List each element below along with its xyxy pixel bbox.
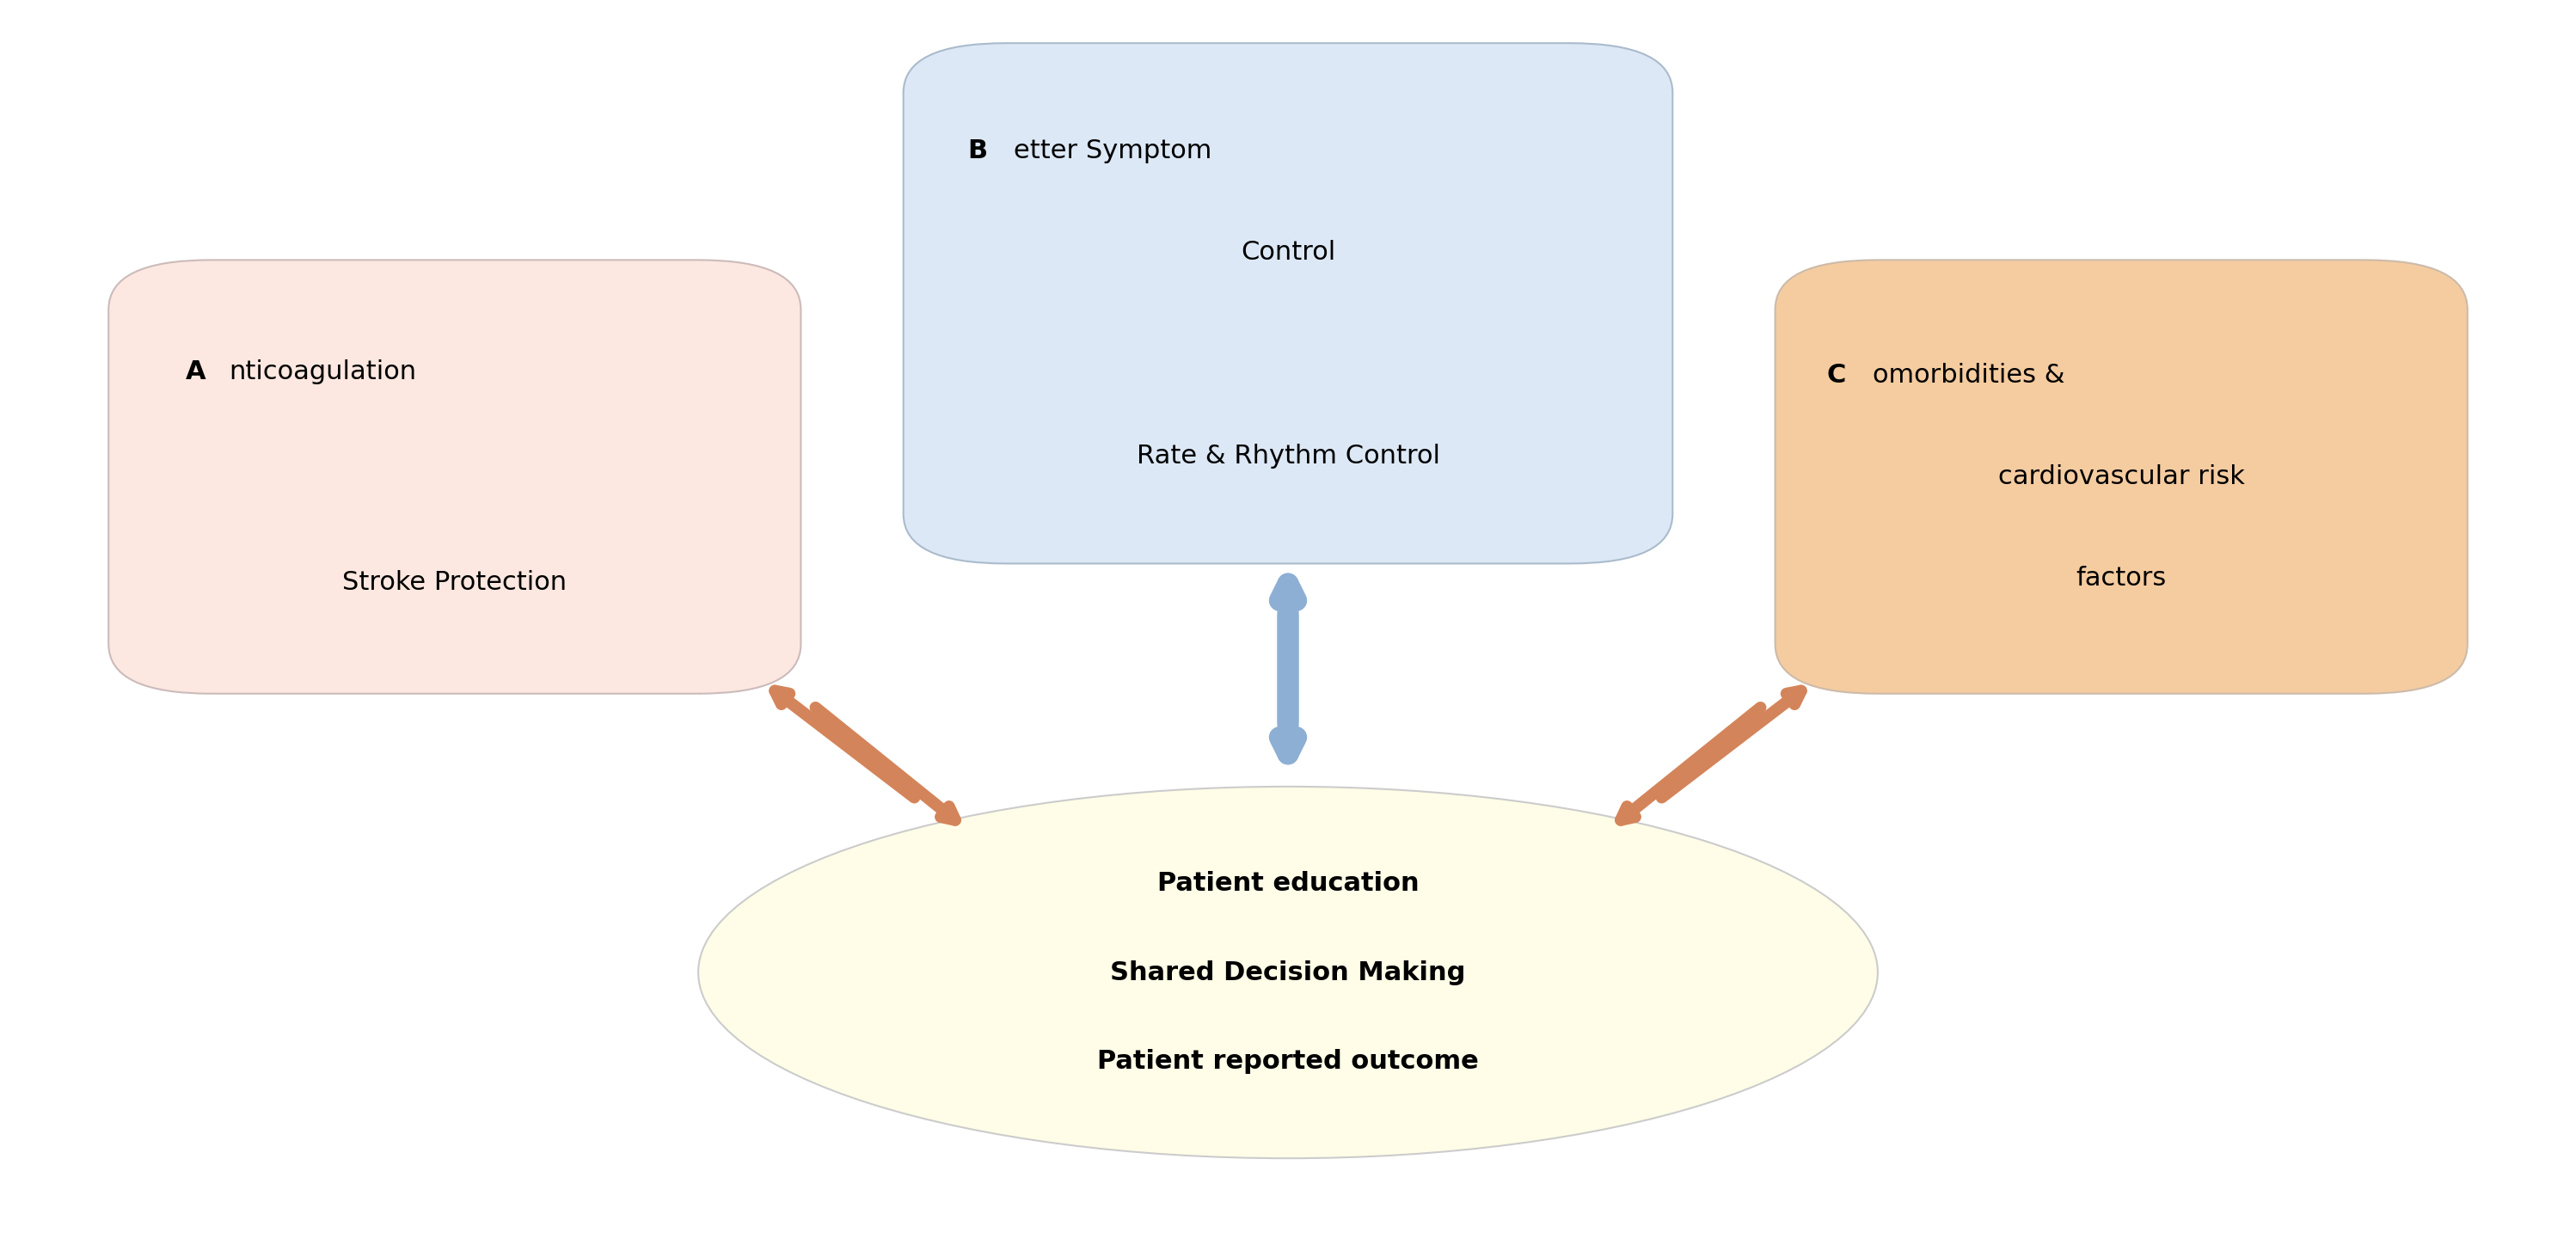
Text: Patient reported outcome: Patient reported outcome (1097, 1050, 1479, 1075)
FancyBboxPatch shape (1775, 260, 2468, 693)
Text: factors: factors (2076, 565, 2166, 590)
Text: etter Symptom: etter Symptom (1012, 139, 1211, 164)
Text: omorbidities &: omorbidities & (1873, 363, 2066, 388)
Text: nticoagulation: nticoagulation (229, 359, 417, 384)
Text: Rate & Rhythm Control: Rate & Rhythm Control (1136, 443, 1440, 468)
Ellipse shape (698, 787, 1878, 1158)
Text: C: C (1826, 363, 1844, 388)
Text: A: A (185, 359, 206, 384)
FancyBboxPatch shape (904, 43, 1672, 563)
Text: Stroke Protection: Stroke Protection (343, 569, 567, 594)
Text: B: B (969, 139, 987, 164)
Text: Shared Decision Making: Shared Decision Making (1110, 960, 1466, 985)
FancyBboxPatch shape (108, 260, 801, 693)
Text: Control: Control (1242, 240, 1334, 265)
Text: cardiovascular risk: cardiovascular risk (1999, 464, 2244, 489)
Text: Patient education: Patient education (1157, 871, 1419, 896)
